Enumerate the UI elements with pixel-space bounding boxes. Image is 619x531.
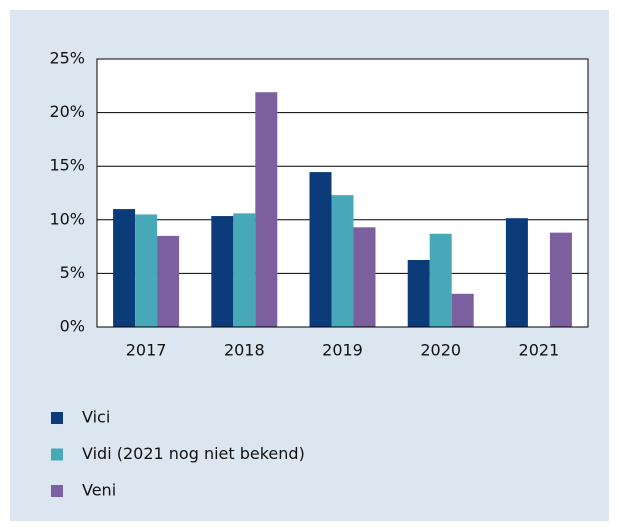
legend-label: Vici [82,408,110,427]
bar [505,218,528,327]
bar [331,195,354,327]
plot-frame [96,58,589,328]
legend-swatch [51,412,63,424]
legend-label: Vidi (2021 nog niet bekend) [82,444,305,463]
x-tick-label: 2017 [126,341,167,360]
bar [233,213,256,327]
x-tick-label: 2021 [519,341,560,360]
bar [353,227,376,327]
bar [451,293,474,327]
bar [113,209,136,327]
legend-label: Veni [82,481,116,500]
bar [407,260,430,327]
x-tick-label: 2018 [224,341,265,360]
bar [157,235,180,327]
y-tick-label: 5% [60,263,85,282]
legend-swatch [51,448,63,461]
y-tick-label: 15% [49,156,85,175]
bar [255,92,278,328]
bar [211,216,234,327]
bar [309,172,332,327]
y-tick-label: 10% [49,209,85,228]
bar [549,232,572,327]
x-tick-label: 2020 [420,341,461,360]
y-tick-label: 0% [60,317,85,336]
x-tick-label: 2019 [322,341,363,360]
y-tick-label: 25% [49,49,85,68]
legend-swatch [51,485,63,497]
y-tick-label: 20% [49,102,85,121]
bar [135,214,158,327]
bar [429,233,452,327]
